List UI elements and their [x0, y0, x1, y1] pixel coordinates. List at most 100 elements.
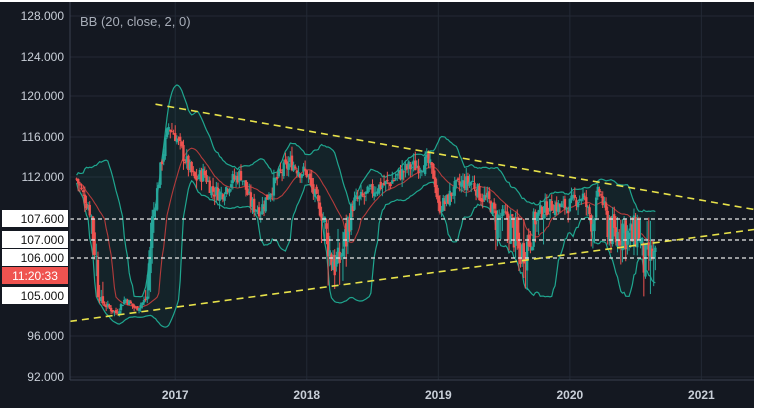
candle-body: [146, 296, 149, 300]
candle-body: [285, 161, 289, 169]
candle-body: [313, 189, 317, 197]
candle-body: [573, 194, 576, 198]
candle-body: [165, 128, 169, 138]
candle-body: [197, 178, 200, 180]
candle-body: [425, 154, 428, 158]
x-axis: 2017 2018 2019 2020 2021: [162, 388, 715, 402]
candle-body: [420, 171, 424, 173]
indicator-legend[interactable]: BB (20, close, 2, 0): [80, 14, 191, 29]
candle-body: [137, 308, 141, 311]
candle-body: [609, 217, 613, 244]
candle-body: [157, 184, 160, 189]
candle-body: [535, 213, 539, 221]
candle-body: [206, 180, 210, 182]
candles: [75, 122, 657, 317]
candle-body: [182, 145, 185, 162]
candle-body: [228, 189, 231, 193]
candle-body: [562, 201, 565, 203]
candle-body: [469, 182, 473, 185]
candle-body: [190, 162, 193, 173]
candle-body: [294, 166, 297, 169]
candle-body: [386, 179, 389, 182]
candle-body: [98, 297, 101, 301]
candle-body: [486, 192, 489, 198]
candle-body: [396, 174, 399, 176]
candle-body: [387, 182, 391, 184]
candle-body: [298, 173, 302, 178]
candle-body: [583, 195, 586, 197]
candle-body: [591, 224, 595, 232]
candle-body: [149, 246, 152, 274]
y-tick-label: 124.000: [21, 50, 65, 64]
candle-body: [400, 168, 404, 180]
candle-body: [547, 213, 550, 215]
candle-body: [594, 197, 598, 218]
candle-body: [534, 211, 537, 225]
candle-body: [543, 201, 547, 213]
price-label-box: [2, 287, 68, 304]
candle-body: [290, 155, 294, 171]
upper-trendline[interactable]: [155, 103, 755, 211]
candle-body: [598, 189, 601, 193]
candle-body: [509, 215, 512, 244]
candle-body: [446, 194, 450, 204]
candle-body: [225, 187, 228, 194]
y-tick-label: 92.000: [27, 370, 64, 384]
candle-body: [195, 175, 198, 181]
candle-body: [139, 304, 142, 309]
candle-body: [448, 190, 452, 206]
candle-body: [208, 180, 211, 193]
price-label: 106.000: [21, 251, 65, 265]
candle-body: [427, 152, 430, 163]
candle-body: [354, 195, 358, 198]
candle-body: [307, 175, 310, 177]
candle-body: [81, 190, 85, 193]
candle-body: [289, 157, 292, 162]
candle-body: [113, 311, 116, 313]
time-label-box: [2, 267, 68, 284]
candle-body: [100, 297, 103, 302]
candle-body: [484, 196, 488, 198]
x-axis-background: [0, 380, 754, 408]
upper-band: [76, 84, 656, 298]
candle-body: [91, 216, 95, 241]
candle-body: [440, 210, 443, 213]
candle-body: [167, 126, 170, 131]
candle-body: [318, 202, 322, 216]
candle-body: [650, 248, 654, 259]
candle-body: [451, 193, 455, 195]
candle-body: [392, 180, 396, 182]
candle-body: [349, 204, 353, 231]
candle-body: [560, 203, 563, 208]
candle-body: [134, 307, 137, 309]
candle-body: [256, 209, 259, 213]
candle-body: [308, 173, 312, 180]
candle-body: [119, 304, 123, 311]
candle-body: [578, 198, 581, 201]
candle-body: [405, 165, 409, 170]
candle-body: [497, 215, 501, 217]
candle-body: [483, 194, 486, 200]
candle-body: [226, 189, 230, 192]
candle-body: [493, 202, 496, 209]
candle-body: [218, 191, 221, 201]
price-label-box: [2, 231, 68, 248]
candle-body: [529, 242, 532, 247]
candle-body: [118, 311, 121, 314]
y-tick-label: 96.000: [27, 329, 64, 343]
candle-body: [103, 304, 106, 307]
candle-body: [267, 197, 271, 200]
candle-body: [241, 180, 244, 182]
candle-body: [345, 223, 348, 247]
candle-body: [539, 205, 542, 213]
candle-body: [104, 305, 108, 308]
candle-body: [507, 216, 511, 241]
y-tick-label: 116.000: [22, 130, 65, 144]
candle-body: [563, 198, 567, 209]
candle-body: [172, 133, 175, 135]
candle-body: [269, 193, 272, 198]
candle-body: [629, 223, 632, 231]
candle-body: [453, 181, 456, 196]
candle-body: [96, 259, 100, 298]
